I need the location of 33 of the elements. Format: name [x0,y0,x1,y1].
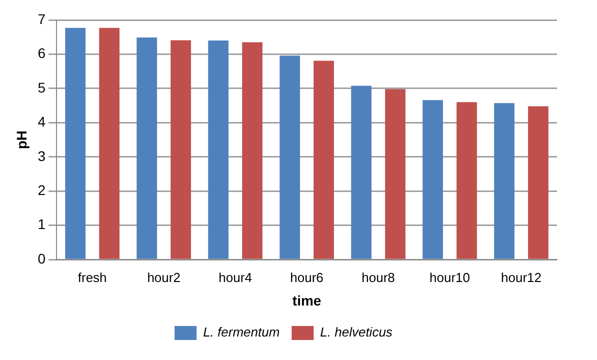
bar [99,28,120,259]
bar [385,89,406,259]
bar [242,42,262,259]
y-axis-title: pH [13,130,30,150]
legend-label: L. fermentum [203,324,280,340]
x-tick-label: hour4 [218,270,252,285]
y-tick-label: 5 [38,79,46,96]
x-tick-label: hour12 [501,270,542,285]
y-tick-label: 2 [38,182,46,198]
y-tick-label: 1 [38,216,46,232]
y-tick-label: 0 [38,250,46,266]
bar [280,56,300,259]
bar [136,37,158,259]
bar [528,106,548,259]
x-tick-label: hour10 [430,270,470,285]
x-axis-title: time [292,292,322,308]
y-tick-label: 4 [38,114,46,130]
bar [351,86,372,259]
x-tick-label: hour8 [362,270,395,285]
bar [456,102,477,259]
y-tick-label: 7 [38,10,46,27]
bar [65,28,86,259]
x-tick-label: fresh [78,270,107,285]
y-tick-label: 3 [38,148,46,164]
x-tick-label: hour2 [147,270,180,285]
bar [314,60,334,259]
y-tick-label: 6 [38,45,46,62]
x-tick-label: hour6 [290,270,324,285]
bar [494,103,514,259]
bar [170,40,191,259]
bar [208,40,229,259]
legend-label: L. helveticus [320,324,393,340]
bar [422,100,443,259]
